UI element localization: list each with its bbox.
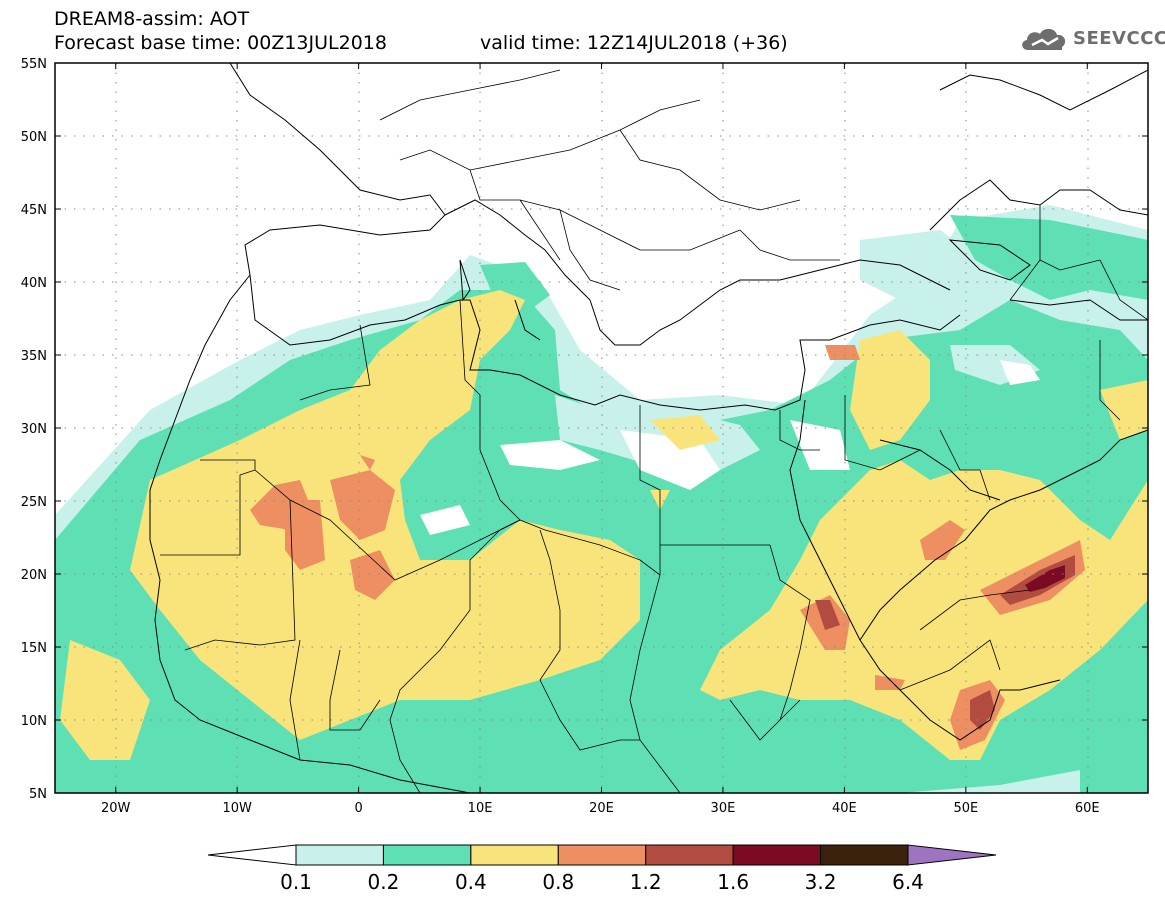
lat-tick-label: 5N	[29, 787, 47, 802]
lat-tick-label: 15N	[21, 641, 47, 656]
colorbar-under-arrow	[207, 844, 297, 866]
colorbar-over-arrow	[907, 844, 997, 866]
lat-tick-label: 40N	[21, 276, 47, 291]
lon-tick-label: 10E	[468, 801, 493, 816]
colorbar-swatch	[557, 844, 647, 866]
logo-text: SEEVCCC	[1073, 28, 1165, 49]
lat-tick-label: 25N	[21, 495, 47, 510]
lon-tick-label: 20W	[101, 801, 131, 816]
colorbar-level-label: 1.2	[629, 870, 662, 894]
aot-band-below	[420, 345, 1040, 535]
lat-tick-labels: 55N 50N 45N 40N 35N 30N 25N 20N 15N 10N 5N	[21, 57, 47, 802]
country-borders	[160, 69, 1148, 793]
aot-field	[55, 63, 1148, 793]
lat-tick-label: 55N	[21, 57, 47, 72]
colorbar	[207, 844, 997, 866]
lat-tick-label: 35N	[21, 349, 47, 364]
lon-tick-label: 60E	[1075, 801, 1100, 816]
lon-tick-label: 50E	[953, 801, 978, 816]
graticule	[55, 63, 1148, 793]
lon-tick-labels: 20W 10W 0 10E 20E 30E 40E 50E 60E	[101, 801, 1100, 816]
colorbar-level-label: 6.4	[892, 870, 924, 894]
colorbar-swatch	[470, 844, 559, 866]
base-time-label: Forecast base time: 00Z13JUL2018	[54, 32, 387, 54]
lat-tick-label: 30N	[21, 422, 47, 437]
lat-tick-label: 50N	[21, 130, 47, 145]
cloud-icon	[1022, 28, 1066, 50]
colorbar-swatch	[382, 844, 472, 866]
model-title: DREAM8-assim: AOT	[54, 8, 250, 30]
lon-tick-label: 0	[354, 801, 362, 816]
colorbar-level-label: 1.6	[717, 870, 750, 894]
colorbar-swatch	[820, 844, 909, 866]
lon-tick-label: 10W	[222, 801, 252, 816]
lat-tick-label: 10N	[21, 714, 47, 729]
colorbar-swatch	[295, 844, 384, 866]
lat-tick-label: 20N	[21, 568, 47, 583]
lon-tick-label: 40E	[832, 801, 857, 816]
colorbar-level-label: 0.2	[367, 870, 400, 894]
seevccc-logo: SEEVCCC	[1018, 24, 1165, 54]
valid-time-label: valid time: 12Z14JUL2018 (+36)	[480, 32, 788, 54]
colorbar-swatch	[732, 844, 822, 866]
lon-tick-label: 20E	[589, 801, 614, 816]
colorbar-level-label: 0.4	[454, 870, 487, 894]
lat-tick-label: 45N	[21, 203, 47, 218]
colorbar-level-label: 0.8	[542, 870, 575, 894]
aot-band-1-6	[1025, 565, 1065, 592]
colorbar-level-label: 3.2	[804, 870, 837, 894]
colorbar-swatch	[645, 844, 734, 866]
colorbar-level-label: 0.1	[280, 870, 312, 894]
lon-tick-label: 30E	[711, 801, 736, 816]
axis-ticks	[55, 62, 1148, 794]
